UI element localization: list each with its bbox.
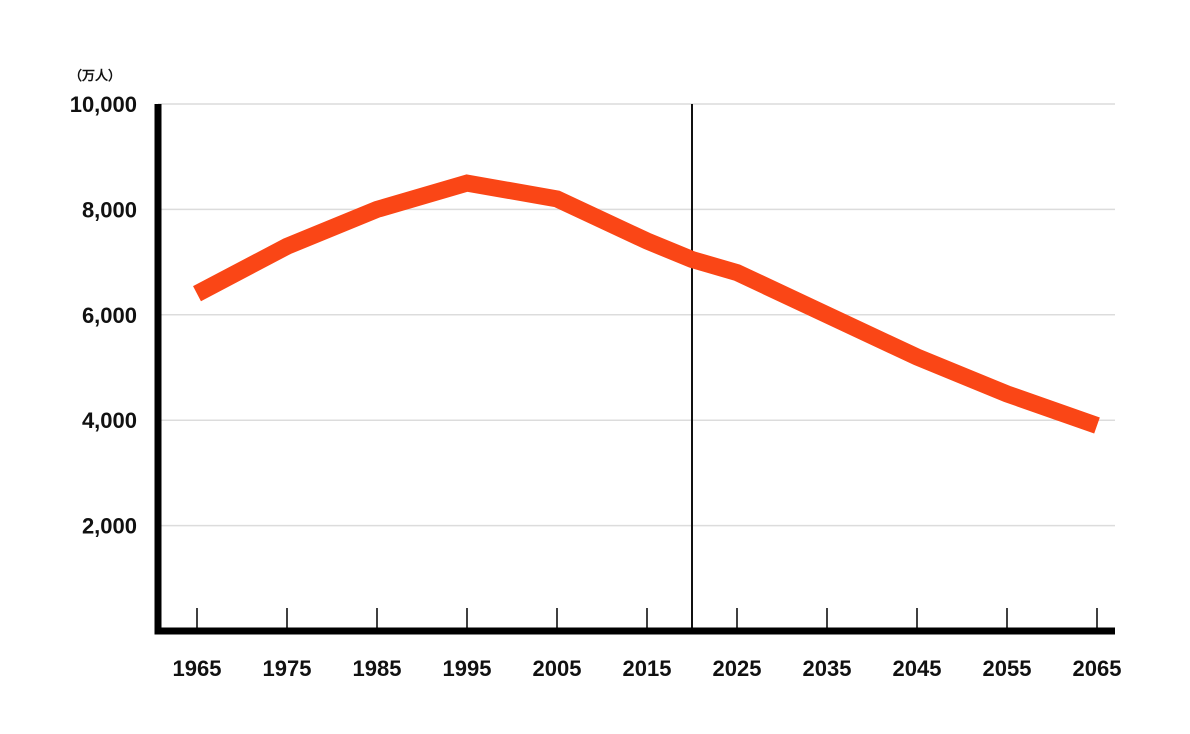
x-tick-label-2065: 2065 (1073, 656, 1122, 681)
y-tick-label-10000: 10,000 (70, 92, 137, 117)
x-tick-label-1985: 1985 (353, 656, 402, 681)
x-tick-label-2025: 2025 (713, 656, 762, 681)
x-tick-label-1975: 1975 (263, 656, 312, 681)
y-tick-label-2000: 2,000 (82, 514, 137, 539)
x-tick-label-2035: 2035 (803, 656, 852, 681)
axis-layer (154, 104, 1115, 635)
line-layer (193, 174, 1100, 434)
y-tick-label-6000: 6,000 (82, 303, 137, 328)
y-axis-unit-label: （万人） (69, 68, 121, 84)
x-tick-label-1995: 1995 (443, 656, 492, 681)
y-tick-label-8000: 8,000 (82, 197, 137, 222)
x-tick-label-2045: 2045 (893, 656, 942, 681)
x-tick-label-2055: 2055 (983, 656, 1032, 681)
label-layer: （万人） 2,000 4,000 6,000 8,000 10,000 1965 1975 1… (69, 68, 1121, 681)
x-tick-label-1965: 1965 (173, 656, 222, 681)
x-tick-label-2015: 2015 (623, 656, 672, 681)
y-tick-label-4000: 4,000 (82, 408, 137, 433)
x-tick-label-2005: 2005 (533, 656, 582, 681)
grid-layer (158, 103, 1115, 527)
series-line-population (193, 174, 1100, 434)
